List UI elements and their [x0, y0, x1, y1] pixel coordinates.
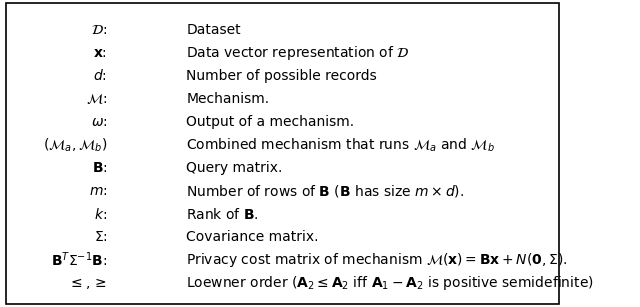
Text: $m$:: $m$:: [89, 184, 108, 198]
Text: $\mathcal{M}$:: $\mathcal{M}$:: [86, 92, 108, 106]
Text: Mechanism.: Mechanism.: [186, 92, 269, 106]
Text: Covariance matrix.: Covariance matrix.: [186, 230, 319, 244]
Text: Data vector representation of $\mathcal{D}$: Data vector representation of $\mathcal{…: [186, 44, 410, 62]
Text: $\mathbf{x}$:: $\mathbf{x}$:: [93, 46, 108, 60]
Text: $\mathbf{B}$:: $\mathbf{B}$:: [92, 161, 108, 175]
Text: $k$:: $k$:: [94, 207, 108, 222]
Text: Rank of $\mathbf{B}$.: Rank of $\mathbf{B}$.: [186, 207, 259, 222]
FancyBboxPatch shape: [6, 3, 559, 304]
Text: $d$:: $d$:: [93, 68, 108, 84]
Text: $\omega$:: $\omega$:: [91, 115, 108, 129]
Text: Output of a mechanism.: Output of a mechanism.: [186, 115, 355, 129]
Text: Dataset: Dataset: [186, 23, 241, 37]
Text: $\mathbf{B}^T\Sigma^{-1}\mathbf{B}$:: $\mathbf{B}^T\Sigma^{-1}\mathbf{B}$:: [51, 251, 108, 270]
Text: Privacy cost matrix of mechanism $\mathcal{M}(\mathbf{x}) = \mathbf{B}\mathbf{x}: Privacy cost matrix of mechanism $\mathc…: [186, 251, 568, 269]
Text: $\leq, \geq$: $\leq, \geq$: [68, 276, 108, 291]
Text: Query matrix.: Query matrix.: [186, 161, 283, 175]
Text: Loewner order ($\mathbf{A}_2\leq\mathbf{A}_2$ iff $\mathbf{A}_1 - \mathbf{A}_2$ : Loewner order ($\mathbf{A}_2\leq\mathbf{…: [186, 274, 594, 292]
Text: Number of rows of $\mathbf{B}$ ($\mathbf{B}$ has size $m \times d$).: Number of rows of $\mathbf{B}$ ($\mathbf…: [186, 183, 465, 199]
Text: $\mathcal{D}$:: $\mathcal{D}$:: [91, 23, 108, 37]
Text: Number of possible records: Number of possible records: [186, 69, 377, 83]
Text: $\Sigma$:: $\Sigma$:: [93, 230, 108, 244]
Text: $(\mathcal{M}_a, \mathcal{M}_b)$: $(\mathcal{M}_a, \mathcal{M}_b)$: [43, 136, 108, 154]
Text: Combined mechanism that runs $\mathcal{M}_a$ and $\mathcal{M}_b$: Combined mechanism that runs $\mathcal{M…: [186, 136, 495, 154]
